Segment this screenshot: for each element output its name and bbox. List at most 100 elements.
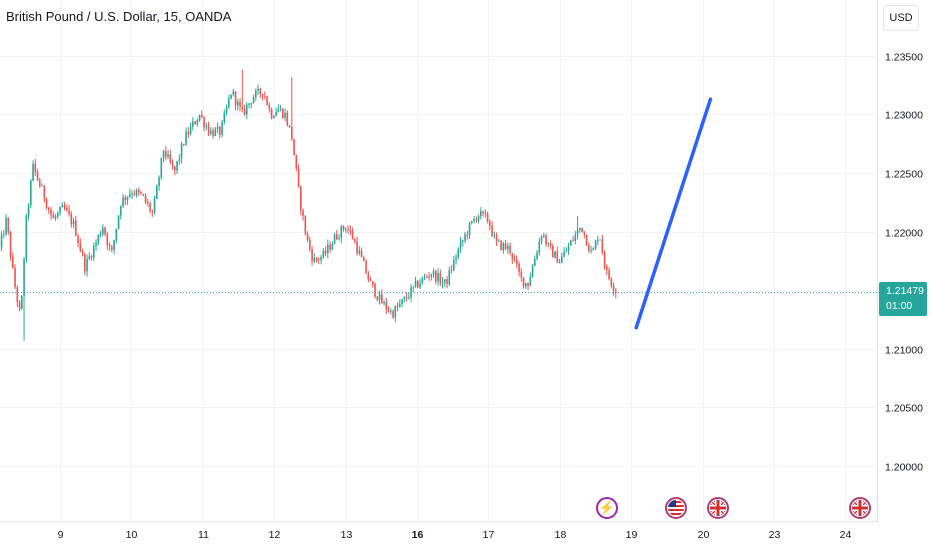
- candle-body: [350, 230, 352, 231]
- candle-body: [482, 211, 484, 213]
- candle-body: [563, 252, 565, 257]
- uk-flag-icon[interactable]: [707, 497, 729, 519]
- candle-body: [53, 215, 55, 218]
- candle-body: [446, 279, 448, 284]
- currency-button[interactable]: USD: [883, 5, 919, 31]
- candle-body: [559, 263, 561, 264]
- candle-body: [17, 287, 19, 302]
- candle-body: [228, 99, 230, 108]
- candle-body: [581, 228, 583, 232]
- candle-body: [602, 240, 604, 253]
- candle-body: [381, 294, 383, 303]
- time-tick-label: 13: [341, 529, 353, 541]
- time-tick-label: 12: [269, 529, 281, 541]
- candle-body: [235, 92, 237, 106]
- candle-body: [539, 241, 541, 252]
- candle-body: [192, 121, 194, 126]
- candle-body: [174, 166, 176, 170]
- candle-body: [595, 241, 597, 249]
- time-tick-label: 18: [555, 529, 567, 541]
- candle-body: [424, 277, 426, 278]
- candle-body: [496, 235, 498, 241]
- candle-body: [347, 229, 349, 230]
- candle-body: [239, 102, 241, 107]
- candle-body: [557, 251, 559, 263]
- uk-flag-icon[interactable]: [849, 497, 871, 519]
- candle-body: [30, 181, 32, 206]
- candle-body: [282, 109, 284, 118]
- candle-body: [449, 270, 451, 284]
- candle-body: [275, 112, 277, 116]
- candle-body: [104, 228, 106, 235]
- candle-body: [552, 246, 554, 257]
- candle-body: [291, 127, 293, 139]
- candle-body: [156, 186, 158, 199]
- candle-body: [50, 210, 52, 216]
- candle-body: [46, 199, 48, 208]
- candle-body: [363, 257, 365, 261]
- candle-body: [514, 259, 516, 260]
- candle-body: [266, 96, 268, 105]
- candle-body: [131, 194, 133, 195]
- candle-body: [152, 211, 154, 212]
- candle-body: [165, 151, 167, 157]
- candle-body: [323, 251, 325, 257]
- candle-body: [473, 219, 475, 221]
- candle-body: [154, 199, 156, 212]
- candle-body: [75, 221, 77, 236]
- candle-body: [606, 266, 608, 270]
- candle-body: [161, 158, 163, 178]
- candle-body: [428, 277, 430, 278]
- candle-body: [413, 286, 415, 287]
- candle-body: [91, 256, 93, 257]
- candle-body: [143, 194, 145, 196]
- candle-body: [359, 250, 361, 253]
- candle-body: [433, 271, 435, 274]
- candle-body: [145, 196, 147, 203]
- candle-body: [354, 239, 356, 241]
- candle-body: [329, 245, 331, 250]
- time-tick-label: 23: [769, 529, 781, 541]
- candle-body: [525, 283, 527, 286]
- candle-body: [206, 126, 208, 127]
- candle-body: [320, 257, 322, 260]
- candle-body: [172, 163, 174, 167]
- candle-body: [149, 204, 151, 211]
- lightning-icon[interactable]: ⚡: [596, 497, 618, 519]
- candle-body: [464, 234, 466, 240]
- candle-body: [109, 245, 111, 247]
- candle-body: [305, 216, 307, 234]
- candle-body: [527, 283, 529, 286]
- candle-body: [66, 208, 68, 210]
- candle-body: [118, 216, 120, 229]
- candle-body: [10, 232, 12, 256]
- candle-body: [32, 164, 34, 181]
- price-tick-label: 1.20500: [885, 403, 923, 415]
- price-tick-label: 1.22500: [885, 169, 923, 181]
- grid: [0, 0, 877, 521]
- candle-body: [451, 270, 453, 271]
- candle-body: [453, 260, 455, 271]
- candle-body: [611, 279, 613, 286]
- candle-body: [257, 89, 259, 91]
- candle-body: [64, 205, 66, 208]
- candle-body: [41, 186, 43, 187]
- price-tick-label: 1.23000: [885, 110, 923, 122]
- candle-body: [1, 235, 3, 248]
- symbol-title[interactable]: British Pound / U.S. Dollar, 15, OANDA: [6, 9, 231, 24]
- candle-body: [489, 221, 491, 226]
- candle-body: [476, 219, 478, 220]
- candle-body: [440, 273, 442, 283]
- candle-body: [237, 102, 239, 106]
- candle-body: [120, 206, 122, 215]
- candle-body: [588, 246, 590, 251]
- candle-body: [568, 246, 570, 251]
- candle-body: [271, 109, 273, 118]
- candle-body: [253, 97, 255, 103]
- candle-body: [19, 302, 21, 309]
- candle-body: [408, 297, 410, 298]
- us-flag-icon[interactable]: [665, 497, 687, 519]
